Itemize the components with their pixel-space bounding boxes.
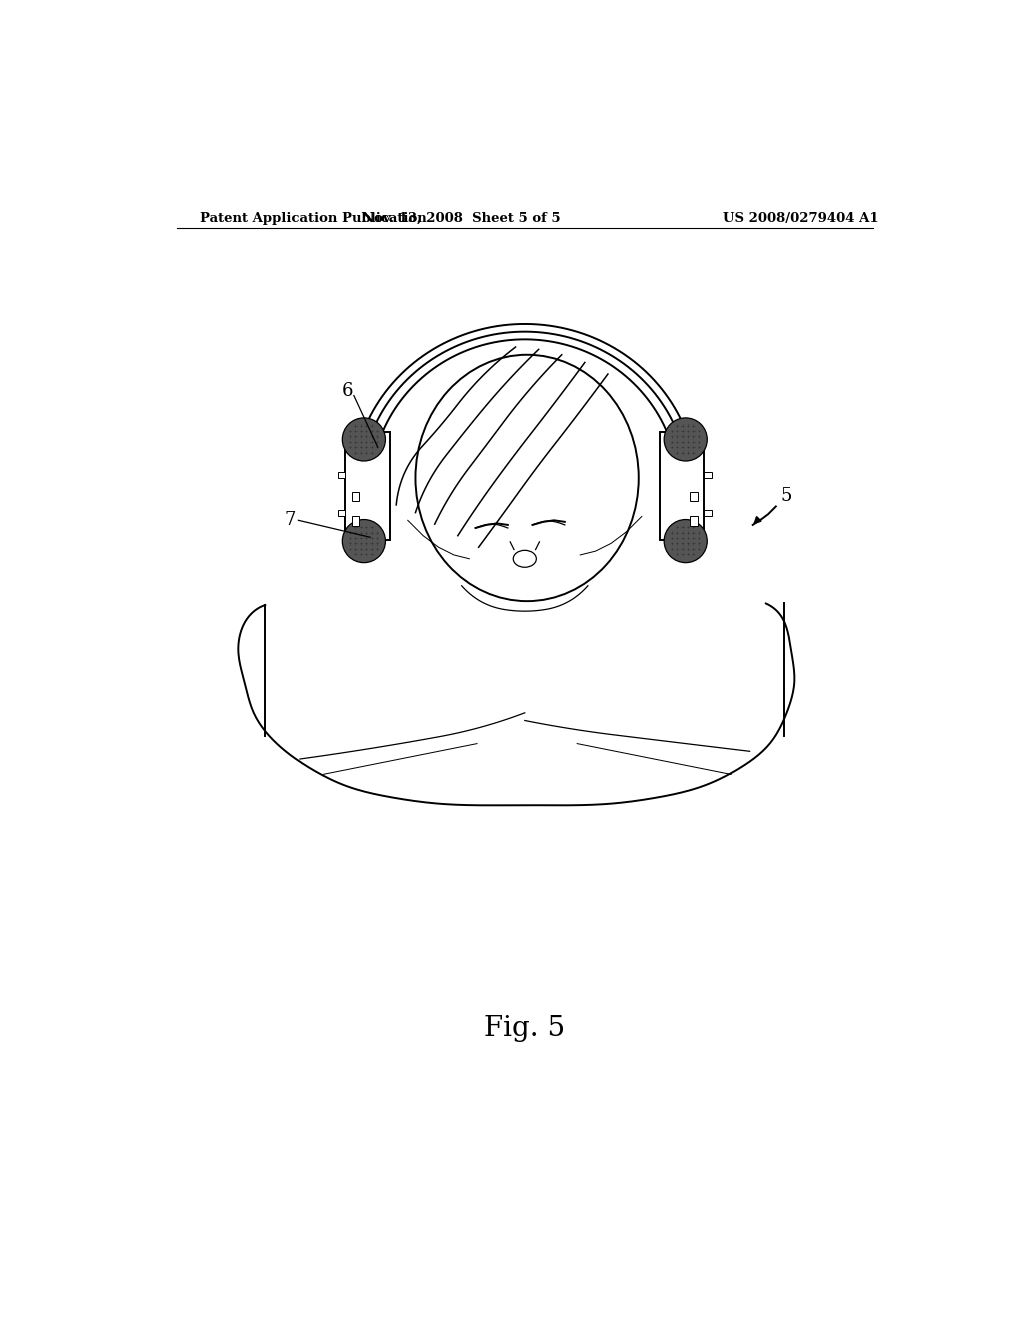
Bar: [690, 492, 698, 502]
Bar: [345, 432, 390, 540]
Bar: [705, 471, 712, 478]
Bar: [338, 511, 345, 516]
Bar: [338, 471, 345, 478]
Text: 7: 7: [285, 511, 296, 529]
Text: Patent Application Publication: Patent Application Publication: [200, 213, 427, 224]
Bar: [351, 492, 359, 502]
Circle shape: [342, 520, 385, 562]
Circle shape: [665, 520, 708, 562]
Circle shape: [665, 418, 708, 461]
Bar: [351, 516, 359, 525]
Bar: [659, 432, 705, 540]
Text: Fig. 5: Fig. 5: [484, 1015, 565, 1041]
Circle shape: [342, 418, 385, 461]
Ellipse shape: [513, 550, 537, 568]
Ellipse shape: [416, 355, 639, 601]
Text: Nov. 13, 2008  Sheet 5 of 5: Nov. 13, 2008 Sheet 5 of 5: [362, 213, 561, 224]
Bar: [690, 516, 698, 525]
Text: US 2008/0279404 A1: US 2008/0279404 A1: [724, 213, 879, 224]
Text: 6: 6: [342, 381, 353, 400]
Text: 5: 5: [781, 487, 793, 504]
Bar: [705, 511, 712, 516]
